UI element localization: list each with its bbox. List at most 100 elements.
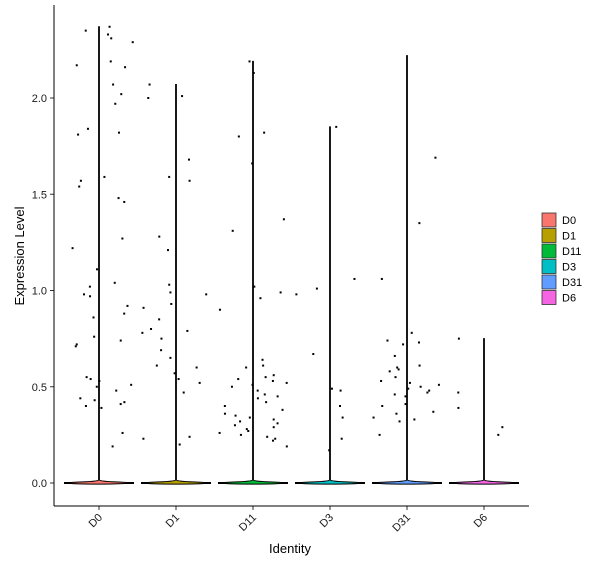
- data-point: [259, 297, 262, 300]
- data-point: [279, 291, 282, 294]
- data-point: [285, 445, 288, 448]
- data-point: [74, 345, 77, 348]
- data-point: [108, 25, 111, 28]
- violins: [64, 26, 519, 485]
- data-point: [282, 218, 285, 221]
- data-point: [119, 403, 122, 406]
- x-axis-title: Identity: [269, 541, 311, 556]
- data-point: [265, 401, 268, 404]
- data-point: [428, 389, 431, 392]
- data-point: [393, 354, 396, 357]
- data-point: [169, 356, 172, 359]
- data-point: [497, 433, 500, 436]
- data-point: [381, 405, 384, 407]
- x-tick-label: D0: [87, 512, 105, 530]
- data-point: [93, 335, 96, 338]
- data-point: [402, 343, 405, 346]
- data-point: [419, 385, 422, 388]
- data-point: [237, 135, 240, 138]
- data-point: [239, 420, 242, 423]
- violin-d11: [218, 60, 288, 485]
- data-point: [109, 60, 112, 63]
- x-axis-ticks: D0 D1 D11 D3 D31 D6: [87, 506, 490, 534]
- data-point: [285, 381, 288, 384]
- y-axis-ticks: 0.0 0.5 1.0 1.5 2.0: [32, 93, 54, 490]
- data-point: [261, 358, 264, 361]
- data-point: [126, 304, 129, 307]
- x-tick-label: D3: [318, 512, 336, 530]
- data-point: [188, 435, 191, 438]
- data-point: [408, 381, 411, 384]
- data-point: [404, 403, 407, 406]
- violin-d0: [64, 26, 134, 485]
- data-point: [281, 408, 284, 411]
- data-point: [187, 158, 190, 161]
- data-point: [168, 283, 171, 286]
- data-point: [272, 418, 275, 421]
- data-point: [84, 29, 87, 32]
- data-point: [264, 376, 267, 379]
- data-point: [147, 97, 150, 99]
- data-point: [123, 312, 126, 315]
- data-point: [407, 387, 410, 390]
- data-point: [245, 366, 248, 369]
- data-point: [256, 389, 259, 392]
- data-point: [111, 445, 114, 448]
- data-point: [150, 328, 153, 330]
- data-point: [394, 376, 397, 379]
- data-point: [434, 156, 437, 159]
- data-point: [395, 412, 398, 415]
- y-tick-label: 2.0: [32, 93, 47, 105]
- x-tick-label: D31: [390, 512, 413, 535]
- data-point: [107, 33, 110, 36]
- data-point: [79, 397, 82, 400]
- x-tick-label: D6: [472, 512, 490, 530]
- data-point: [353, 277, 356, 280]
- data-point: [166, 249, 169, 252]
- data-point: [315, 287, 318, 290]
- data-point: [82, 293, 85, 296]
- data-point: [169, 291, 172, 294]
- data-point: [237, 378, 240, 381]
- data-point: [89, 378, 92, 381]
- violin-d6: [449, 338, 519, 485]
- legend-label: D1: [562, 231, 576, 243]
- data-point: [247, 430, 250, 433]
- data-point: [142, 306, 145, 309]
- data-point: [160, 349, 163, 352]
- data-point: [380, 379, 383, 382]
- legend-label: D3: [562, 262, 576, 274]
- data-point: [380, 277, 383, 280]
- data-point: [100, 406, 103, 409]
- data-point: [426, 391, 429, 394]
- data-point: [398, 420, 401, 423]
- data-point: [123, 200, 126, 203]
- data-point: [231, 229, 234, 232]
- data-point: [92, 316, 95, 319]
- data-point: [158, 318, 161, 321]
- data-point: [195, 366, 198, 369]
- legend-label: D11: [562, 246, 581, 258]
- legend-key-d3: [541, 259, 557, 274]
- legend-label: D0: [562, 215, 576, 227]
- data-point: [340, 437, 343, 440]
- data-point: [410, 331, 413, 334]
- data-point: [85, 376, 88, 379]
- data-point: [386, 339, 389, 342]
- y-tick-label: 0.0: [32, 478, 47, 490]
- data-point: [114, 102, 117, 105]
- data-point: [276, 422, 279, 425]
- data-point: [432, 410, 435, 413]
- y-tick-label: 0.5: [32, 382, 47, 394]
- data-point: [181, 95, 184, 98]
- violin-d1: [141, 84, 211, 485]
- legend-key-d6: [541, 290, 557, 305]
- data-point: [198, 381, 201, 384]
- data-point: [248, 60, 251, 63]
- data-point: [218, 308, 221, 311]
- data-point: [457, 406, 460, 409]
- data-point: [388, 370, 391, 373]
- data-point: [89, 295, 92, 298]
- data-point: [170, 302, 173, 305]
- y-tick-label: 1.0: [32, 286, 47, 298]
